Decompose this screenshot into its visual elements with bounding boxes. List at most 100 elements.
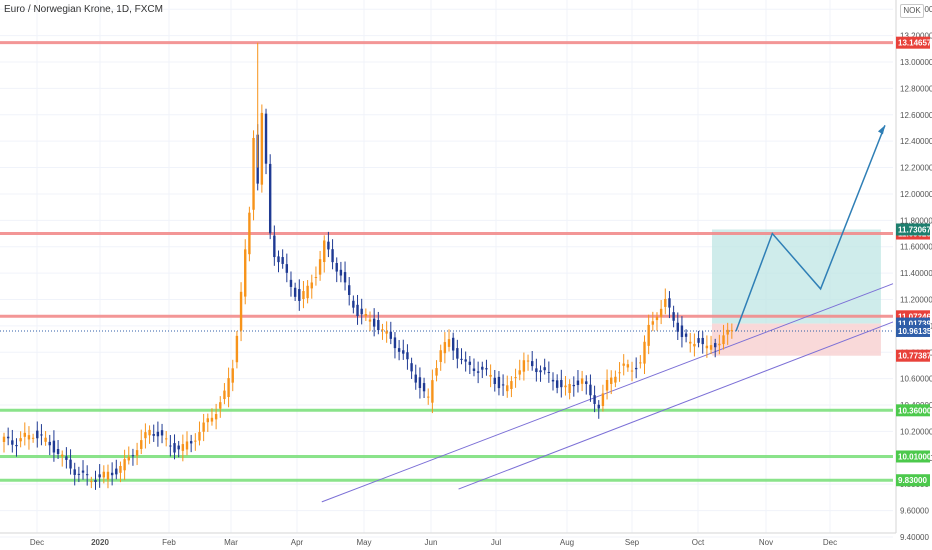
candle-body — [73, 469, 76, 475]
candle-body — [244, 249, 247, 297]
price-tag-support — [896, 450, 930, 463]
candle-body — [281, 257, 284, 264]
candle-body — [293, 287, 297, 297]
candle-body — [343, 272, 347, 283]
candle-body — [44, 437, 47, 442]
candle-body — [647, 324, 650, 346]
price-tag-label: 11.07246 — [898, 312, 931, 321]
candle-body — [601, 393, 605, 406]
candle-body — [69, 459, 72, 469]
candle-body — [223, 390, 226, 400]
x-tick-label: Oct — [692, 538, 705, 547]
y-tick-label: 9.40000 — [900, 533, 929, 542]
candle-body — [306, 285, 309, 299]
candle-body — [526, 360, 530, 362]
candle-body — [385, 331, 388, 334]
candle-body — [318, 259, 322, 275]
candle-body — [585, 381, 588, 385]
candle-body — [98, 474, 101, 478]
candle-body — [605, 379, 609, 391]
price-tag-label: 10.01000 — [898, 452, 932, 461]
candle-body — [248, 212, 251, 255]
candle-body — [535, 368, 538, 373]
x-tick-label: Dec — [823, 538, 837, 547]
candle-body — [181, 444, 185, 451]
candle-body — [144, 432, 147, 439]
y-tick-label: 10.20000 — [900, 427, 932, 436]
candle-body — [364, 313, 368, 317]
candle-body — [106, 471, 110, 480]
price-tag-label: 9.83000 — [898, 476, 927, 485]
candle-body — [501, 384, 505, 386]
candle-body — [576, 380, 580, 386]
candle-body — [555, 380, 559, 388]
candle-body — [177, 445, 180, 450]
currency-button[interactable]: NOK — [900, 4, 924, 18]
candle-body — [639, 362, 642, 364]
candle-body — [173, 443, 176, 453]
x-tick-label: May — [356, 538, 371, 547]
candle-body — [722, 335, 725, 345]
candle-body — [589, 384, 592, 396]
candle-body — [522, 360, 526, 372]
y-tick-label: 12.40000 — [900, 137, 932, 146]
candle-body — [48, 441, 51, 446]
candle-body — [397, 348, 401, 352]
candle-body — [260, 112, 264, 185]
candle-body — [210, 417, 214, 422]
candle-body — [156, 431, 160, 437]
y-tick-label: 10.60000 — [900, 375, 932, 384]
candle-body — [510, 381, 513, 389]
candle-body — [323, 240, 326, 263]
target-zone — [711, 229, 881, 324]
candle-body — [11, 440, 14, 445]
candle-body — [410, 363, 413, 372]
candle-body — [618, 372, 621, 374]
candle-body — [285, 264, 289, 273]
candle-body — [377, 320, 380, 331]
candle-body — [568, 384, 571, 393]
candle-body — [239, 291, 243, 331]
candle-body — [684, 333, 688, 337]
x-tick-label: Feb — [162, 538, 176, 547]
candle-body — [110, 472, 114, 476]
candle-body — [381, 329, 384, 331]
projection-path — [735, 125, 886, 332]
price-tag-support — [896, 474, 930, 487]
price-tag-label: 11.01739 — [898, 320, 931, 329]
y-tick-label: 12.20000 — [900, 164, 932, 173]
price-tag-label: 11.73067 — [898, 225, 931, 234]
candle-body — [202, 422, 205, 432]
candle-body — [460, 358, 463, 360]
candle-body — [447, 339, 451, 347]
price-tag-resistance — [896, 36, 930, 49]
y-tick-label: 12.60000 — [900, 111, 932, 120]
candle-body — [368, 319, 372, 322]
candle-body — [165, 438, 168, 440]
candle-body — [472, 368, 476, 371]
candle-body — [593, 395, 596, 404]
candle-body — [268, 163, 272, 234]
candle-body — [231, 368, 234, 383]
candle-body — [726, 329, 729, 335]
candle-body — [298, 289, 301, 301]
candle-body — [90, 481, 93, 483]
x-tick-label: Jun — [425, 538, 438, 547]
stop-zone — [711, 323, 881, 356]
candle-body — [718, 343, 721, 346]
candle-body — [485, 368, 488, 370]
candle-body — [539, 370, 542, 373]
candle-body — [659, 308, 663, 317]
candle-body — [2, 436, 6, 442]
candle-body — [23, 432, 26, 437]
candle-body — [94, 480, 97, 482]
y-tick-label: 11.20000 — [900, 295, 932, 304]
candle-body — [676, 322, 679, 332]
candle-body — [289, 279, 293, 287]
candle-body — [335, 263, 338, 272]
candle-body — [414, 374, 417, 383]
candle-body — [148, 429, 151, 436]
candle-body — [701, 337, 704, 345]
candle-body — [235, 335, 239, 363]
